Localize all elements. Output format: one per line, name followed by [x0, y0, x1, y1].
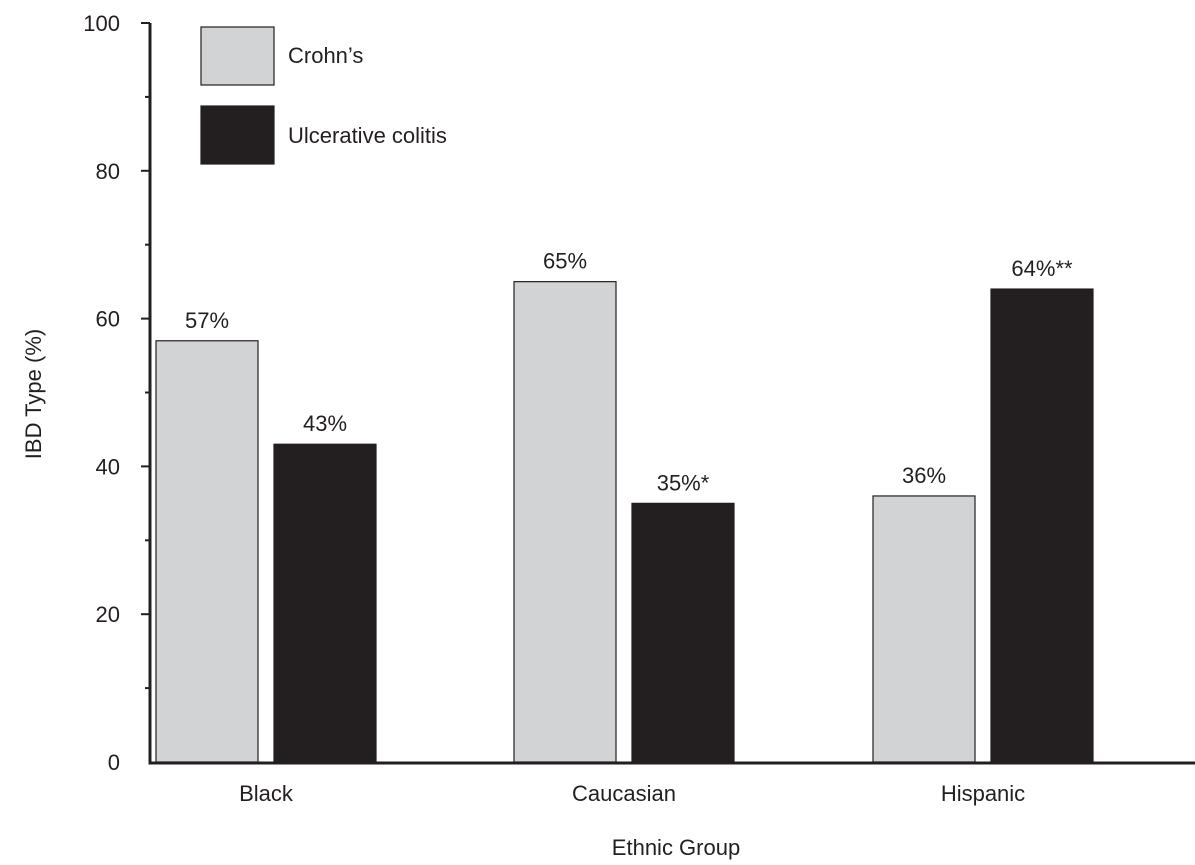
- x-tick-label: Hispanic: [941, 781, 1025, 806]
- legend-label-crohns: Crohn’s: [288, 43, 363, 68]
- y-tick-label: 80: [96, 159, 120, 184]
- y-tick-label: 60: [96, 307, 120, 332]
- x-tick-label: Black: [239, 781, 294, 806]
- bar-crohn-s-caucasian: [513, 281, 617, 763]
- bar-ulcerative-colitis-black: [273, 443, 377, 763]
- bar-ulcerative-colitis-hispanic: [990, 288, 1094, 763]
- y-tick-label: 100: [83, 11, 120, 36]
- legend-swatch-crohns: [200, 26, 275, 86]
- bars: 57% 43% 65% 35%* 36% 64%**: [155, 249, 1094, 763]
- x-axis: Black Caucasian Hispanic: [148, 761, 1195, 806]
- data-label: 65%: [543, 249, 587, 274]
- x-tick-label: Caucasian: [572, 781, 676, 806]
- x-axis-title: Ethnic Group: [612, 835, 740, 860]
- bar-crohn-s-black: [155, 340, 259, 763]
- y-axis-title: IBD Type (%): [21, 329, 46, 459]
- data-label: 43%: [303, 411, 347, 436]
- data-label: 57%: [185, 308, 229, 333]
- data-label: 64%**: [1011, 256, 1073, 281]
- legend-swatch-ulcerative-colitis: [200, 105, 275, 165]
- y-tick-label: 0: [108, 750, 120, 775]
- data-label: 35%*: [657, 470, 710, 495]
- bar-ulcerative-colitis-caucasian: [631, 502, 735, 763]
- legend: Crohn’s Ulcerative colitis: [200, 26, 447, 165]
- y-axis: 0 20 40 60 80 100: [83, 11, 152, 775]
- data-label: 36%: [902, 463, 946, 488]
- bar-crohn-s-hispanic: [872, 495, 976, 763]
- legend-label-ulcerative-colitis: Ulcerative colitis: [288, 123, 447, 148]
- y-tick-label: 20: [96, 602, 120, 627]
- y-tick-label: 40: [96, 454, 120, 479]
